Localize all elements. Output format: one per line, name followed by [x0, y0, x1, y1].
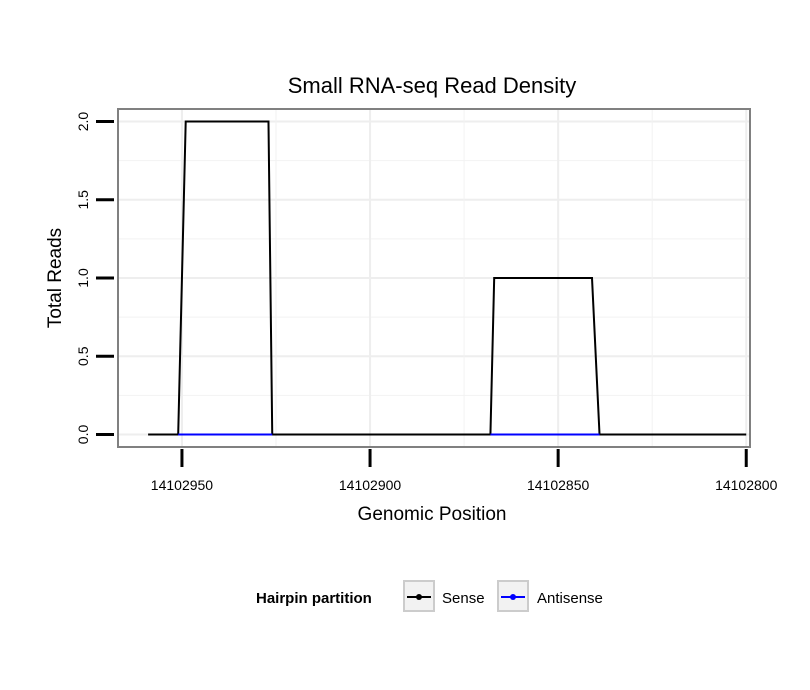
legend-point-sense	[416, 594, 422, 600]
x-tick-label: 14102950	[151, 477, 214, 493]
panel-border	[117, 108, 751, 448]
legend-item-antisense: Antisense	[497, 580, 603, 612]
y-tick-label: 2.0	[75, 112, 91, 132]
x-axis: 14102950 14102900 14102850 14102800	[151, 449, 778, 493]
chart-title: Small RNA-seq Read Density	[288, 73, 577, 98]
x-axis-title: Genomic Position	[358, 504, 507, 525]
legend-point-antisense	[510, 594, 516, 600]
x-tick-label: 14102850	[527, 477, 590, 493]
y-tick-label: 0.5	[75, 346, 91, 366]
legend-label-antisense: Antisense	[537, 590, 603, 607]
legend: Hairpin partition Sense Antisense	[256, 580, 603, 612]
legend-title: Hairpin partition	[256, 590, 372, 607]
legend-label-sense: Sense	[442, 590, 485, 607]
y-tick-label: 1.5	[75, 190, 91, 210]
x-tick-label: 14102900	[339, 477, 402, 493]
y-axis: 0.0 0.5 1.0 1.5 2.0	[75, 112, 114, 445]
legend-item-sense: Sense	[403, 580, 485, 612]
x-tick-label: 14102800	[715, 477, 778, 493]
y-tick-label: 0.0	[75, 425, 91, 445]
series-layer	[148, 120, 747, 436]
series-line-sense	[148, 120, 747, 436]
y-tick-label: 1.0	[75, 268, 91, 288]
y-axis-title: Total Reads	[45, 228, 66, 328]
